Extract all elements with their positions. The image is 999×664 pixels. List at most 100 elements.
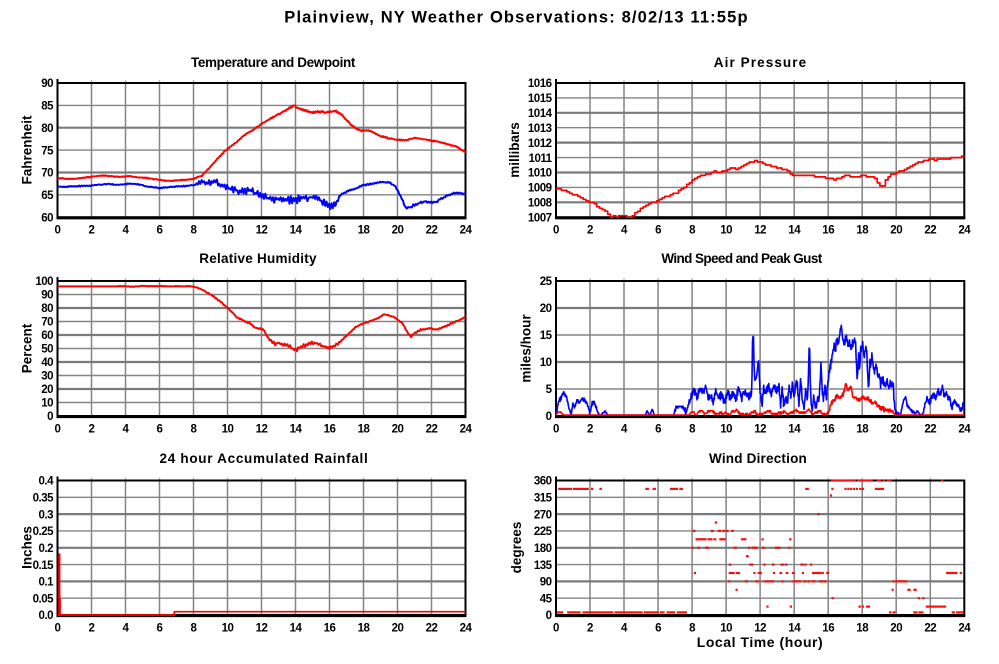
svg-text:22: 22: [924, 623, 936, 635]
svg-text:10: 10: [222, 623, 234, 635]
svg-text:1012: 1012: [528, 138, 552, 150]
svg-text:80: 80: [41, 123, 53, 135]
svg-text:14: 14: [290, 424, 303, 436]
svg-text:6: 6: [655, 225, 661, 237]
svg-text:20: 20: [392, 623, 404, 635]
svg-text:2: 2: [587, 424, 593, 436]
svg-text:1014: 1014: [528, 108, 553, 120]
svg-text:14: 14: [788, 424, 801, 436]
svg-text:1015: 1015: [528, 93, 553, 105]
svg-text:10: 10: [222, 225, 234, 237]
svg-text:0.4: 0.4: [39, 476, 55, 488]
svg-text:0.05: 0.05: [33, 593, 54, 605]
svg-text:Wind Direction: Wind Direction: [709, 451, 807, 466]
svg-text:16: 16: [324, 225, 336, 237]
svg-text:4: 4: [123, 424, 130, 436]
svg-text:0.0: 0.0: [39, 610, 54, 622]
svg-text:12: 12: [256, 424, 268, 436]
svg-text:Fahrenheit: Fahrenheit: [20, 115, 35, 185]
svg-text:45: 45: [540, 593, 553, 605]
svg-text:Plainview, NY Weather Observat: Plainview, NY Weather Observations: 8/02…: [284, 9, 748, 27]
svg-text:24: 24: [958, 225, 971, 237]
svg-text:20: 20: [890, 623, 902, 635]
svg-text:24: 24: [460, 623, 473, 635]
svg-text:degrees: degrees: [509, 522, 524, 574]
svg-text:18: 18: [856, 623, 869, 635]
svg-text:50: 50: [41, 344, 53, 356]
svg-text:14: 14: [290, 225, 303, 237]
svg-text:0: 0: [546, 411, 552, 423]
svg-text:225: 225: [534, 526, 553, 538]
svg-text:24: 24: [460, 424, 473, 436]
svg-text:8: 8: [191, 225, 198, 237]
svg-text:1011: 1011: [529, 153, 553, 165]
svg-text:8: 8: [689, 623, 696, 635]
svg-text:8: 8: [191, 424, 198, 436]
svg-text:18: 18: [856, 424, 869, 436]
svg-text:12: 12: [754, 623, 766, 635]
svg-text:0.25: 0.25: [33, 526, 54, 538]
svg-text:1010: 1010: [528, 168, 552, 180]
svg-text:2: 2: [89, 623, 95, 635]
svg-text:miles/hour: miles/hour: [519, 314, 534, 383]
svg-text:85: 85: [41, 101, 54, 113]
svg-text:0: 0: [55, 424, 61, 436]
svg-text:20: 20: [890, 225, 902, 237]
svg-text:100: 100: [35, 276, 53, 288]
svg-text:12: 12: [256, 623, 268, 635]
svg-text:8: 8: [191, 623, 198, 635]
svg-text:20: 20: [890, 424, 902, 436]
svg-text:16: 16: [822, 225, 834, 237]
svg-text:10: 10: [720, 623, 732, 635]
svg-text:24: 24: [958, 623, 971, 635]
svg-text:135: 135: [534, 560, 553, 572]
svg-text:Local Time (hour): Local Time (hour): [697, 634, 824, 650]
svg-text:0: 0: [553, 623, 559, 635]
svg-text:18: 18: [358, 225, 371, 237]
svg-text:80: 80: [41, 303, 53, 315]
svg-text:20: 20: [540, 303, 552, 315]
svg-text:20: 20: [392, 225, 404, 237]
svg-text:4: 4: [123, 623, 130, 635]
svg-text:25: 25: [540, 276, 553, 288]
svg-text:20: 20: [392, 424, 404, 436]
svg-text:18: 18: [358, 424, 371, 436]
svg-text:16: 16: [822, 623, 834, 635]
svg-text:10: 10: [540, 357, 552, 369]
svg-text:0: 0: [55, 623, 61, 635]
svg-text:14: 14: [788, 623, 801, 635]
svg-text:0.15: 0.15: [33, 560, 54, 572]
svg-text:10: 10: [720, 225, 732, 237]
svg-text:315: 315: [534, 493, 553, 505]
svg-text:1007: 1007: [528, 212, 552, 224]
svg-text:6: 6: [157, 623, 163, 635]
svg-text:24: 24: [958, 424, 971, 436]
svg-text:16: 16: [324, 623, 336, 635]
svg-text:4: 4: [621, 424, 628, 436]
svg-text:22: 22: [426, 424, 438, 436]
svg-text:75: 75: [41, 145, 54, 157]
svg-text:12: 12: [754, 225, 766, 237]
svg-text:1013: 1013: [528, 123, 552, 135]
svg-text:6: 6: [655, 424, 661, 436]
svg-text:1016: 1016: [528, 78, 552, 90]
svg-text:22: 22: [426, 225, 438, 237]
svg-text:0.35: 0.35: [33, 493, 54, 505]
svg-text:1008: 1008: [528, 198, 553, 210]
svg-text:10: 10: [41, 398, 53, 410]
svg-text:Inches: Inches: [20, 526, 35, 569]
svg-text:0: 0: [546, 610, 552, 622]
svg-text:14: 14: [290, 623, 303, 635]
svg-text:12: 12: [256, 225, 268, 237]
svg-text:60: 60: [41, 212, 53, 224]
svg-text:0: 0: [47, 411, 53, 423]
svg-text:6: 6: [655, 623, 661, 635]
svg-text:2: 2: [89, 424, 95, 436]
svg-text:5: 5: [546, 384, 553, 396]
svg-text:70: 70: [41, 168, 53, 180]
svg-text:18: 18: [358, 623, 371, 635]
svg-text:2: 2: [587, 225, 593, 237]
svg-text:270: 270: [534, 509, 552, 521]
svg-text:10: 10: [720, 424, 732, 436]
svg-text:Wind Speed and Peak Gust: Wind Speed and Peak Gust: [661, 251, 822, 266]
